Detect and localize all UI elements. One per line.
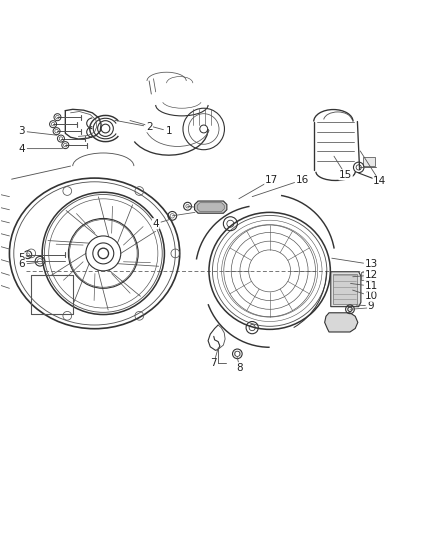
Polygon shape: [332, 274, 357, 304]
Text: 2: 2: [146, 122, 152, 132]
Text: 4: 4: [18, 143, 25, 154]
Text: 12: 12: [364, 270, 378, 280]
Polygon shape: [331, 272, 361, 306]
Text: 4: 4: [152, 219, 159, 229]
Text: 15: 15: [339, 170, 352, 180]
Text: 8: 8: [237, 363, 243, 373]
Polygon shape: [325, 313, 358, 332]
Polygon shape: [194, 201, 227, 213]
Text: 14: 14: [373, 176, 386, 187]
Text: 17: 17: [265, 175, 278, 185]
Polygon shape: [197, 203, 224, 212]
Polygon shape: [363, 157, 375, 166]
Text: 10: 10: [364, 291, 378, 301]
Text: 3: 3: [18, 126, 25, 136]
Polygon shape: [361, 272, 371, 280]
Text: 5: 5: [18, 253, 25, 263]
Text: 7: 7: [210, 358, 217, 368]
Text: 13: 13: [364, 260, 378, 269]
Text: 11: 11: [364, 281, 378, 291]
Text: 9: 9: [367, 301, 374, 311]
Text: 6: 6: [18, 260, 25, 269]
Text: 16: 16: [295, 175, 309, 185]
Text: 1: 1: [166, 126, 172, 136]
